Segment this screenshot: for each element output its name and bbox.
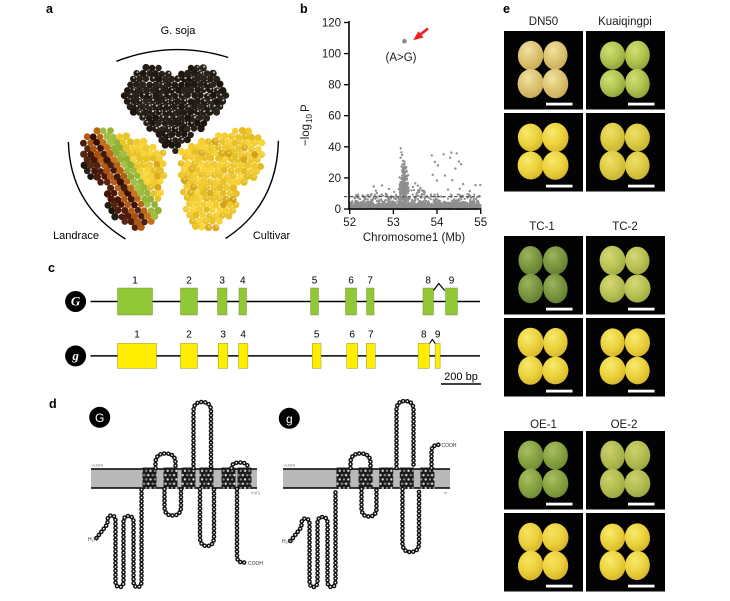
svg-text:P: P <box>300 104 312 112</box>
svg-text:7: 7 <box>367 276 373 287</box>
svg-text:G: G <box>71 294 81 309</box>
svg-text:9: 9 <box>435 330 441 341</box>
svg-text:g: g <box>286 412 293 426</box>
svg-text:OE-2: OE-2 <box>611 419 638 431</box>
svg-text:2: 2 <box>186 330 192 341</box>
svg-text:6: 6 <box>348 276 354 287</box>
svg-text:d: d <box>49 397 57 411</box>
svg-text:60: 60 <box>328 111 341 123</box>
svg-text:8: 8 <box>425 276 431 287</box>
svg-text:7: 7 <box>368 330 374 341</box>
svg-text:20: 20 <box>328 173 341 185</box>
svg-text:8: 8 <box>421 330 427 341</box>
svg-text:TC-1: TC-1 <box>529 221 555 233</box>
svg-text:in: in <box>444 490 447 495</box>
svg-text:TC-2: TC-2 <box>612 221 638 233</box>
svg-text:COOH: COOH <box>442 443 457 449</box>
svg-text:9: 9 <box>449 276 455 287</box>
svg-text:52: 52 <box>343 217 356 229</box>
svg-text:out(N): out(N) <box>92 463 104 468</box>
svg-text:COOH: COOH <box>248 561 263 567</box>
svg-text:OE-1: OE-1 <box>530 419 557 431</box>
svg-text:in(C): in(C) <box>252 490 261 495</box>
svg-text:out(N): out(N) <box>284 463 296 468</box>
svg-text:5: 5 <box>314 330 320 341</box>
svg-text:1: 1 <box>132 276 138 287</box>
svg-text:G: G <box>95 411 104 425</box>
svg-text:e: e <box>503 2 510 16</box>
svg-text:H₂N: H₂N <box>88 537 98 543</box>
svg-text:100: 100 <box>322 49 341 61</box>
svg-text:Chromosome1 (Mb): Chromosome1 (Mb) <box>363 232 465 244</box>
svg-text:4: 4 <box>240 330 246 341</box>
svg-text:H₂N: H₂N <box>282 539 292 545</box>
svg-text:80: 80 <box>328 80 341 92</box>
svg-text:53: 53 <box>387 217 400 229</box>
svg-text:DN50: DN50 <box>529 16 558 28</box>
svg-text:G. soja: G. soja <box>161 25 197 37</box>
svg-text:2: 2 <box>186 276 192 287</box>
svg-text:−log: −log <box>300 124 312 146</box>
svg-text:g: g <box>71 348 79 363</box>
svg-text:Cultivar: Cultivar <box>253 230 291 242</box>
svg-text:(A>G): (A>G) <box>386 52 417 64</box>
svg-text:c: c <box>48 261 55 275</box>
svg-text:55: 55 <box>474 217 487 229</box>
svg-text:200 bp: 200 bp <box>444 371 478 383</box>
svg-text:6: 6 <box>349 330 355 341</box>
svg-text:120: 120 <box>322 18 341 30</box>
svg-text:10: 10 <box>305 114 314 123</box>
svg-text:Landrace: Landrace <box>53 230 99 242</box>
svg-text:0: 0 <box>335 204 341 216</box>
svg-text:4: 4 <box>240 276 246 287</box>
svg-text:3: 3 <box>219 276 225 287</box>
svg-text:54: 54 <box>431 217 444 229</box>
svg-text:5: 5 <box>312 276 318 287</box>
svg-text:Kuaiqingpi: Kuaiqingpi <box>598 16 652 28</box>
svg-text:40: 40 <box>328 142 341 154</box>
svg-text:1: 1 <box>134 330 140 341</box>
svg-text:a: a <box>46 2 54 16</box>
svg-text:b: b <box>300 2 308 16</box>
svg-text:3: 3 <box>220 330 226 341</box>
